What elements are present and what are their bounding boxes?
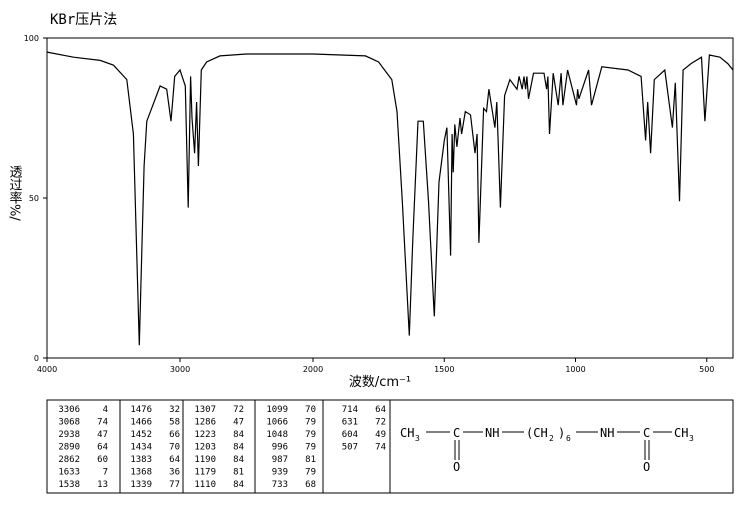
y-tick-label: 50 bbox=[29, 194, 39, 203]
peak-transmittance: 70 bbox=[305, 405, 316, 415]
peak-wavenumber: 1538 bbox=[58, 480, 80, 490]
peak-wavenumber: 1307 bbox=[194, 405, 216, 415]
peak-transmittance: 32 bbox=[169, 405, 180, 415]
table-dividers bbox=[119, 400, 391, 493]
x-tick-label: 2000 bbox=[303, 365, 323, 374]
peak-wavenumber: 733 bbox=[272, 480, 288, 490]
peak-wavenumber: 1223 bbox=[194, 430, 216, 440]
formula-text: CH bbox=[674, 426, 688, 440]
peak-wavenumber: 1383 bbox=[130, 455, 152, 465]
peak-wavenumber: 1633 bbox=[58, 468, 80, 478]
plot-frame bbox=[46, 37, 734, 359]
peak-wavenumber: 1452 bbox=[130, 430, 152, 440]
x-tick-label: 4000 bbox=[37, 365, 57, 374]
peak-wavenumber: 1203 bbox=[194, 443, 216, 453]
peak-wavenumber: 1339 bbox=[130, 480, 152, 490]
peak-transmittance: 79 bbox=[305, 468, 316, 478]
peak-wavenumber: 1434 bbox=[130, 443, 152, 453]
peak-transmittance: 7 bbox=[103, 468, 108, 478]
peak-wavenumber: 631 bbox=[342, 418, 358, 428]
peak-wavenumber: 1190 bbox=[194, 455, 216, 465]
chart-title: KBr压片法 bbox=[50, 12, 117, 28]
formula-text: 3 bbox=[415, 434, 420, 443]
peak-wavenumber: 939 bbox=[272, 468, 288, 478]
peak-wavenumber: 1099 bbox=[266, 405, 288, 415]
peak-wavenumber: 1066 bbox=[266, 418, 288, 428]
bonds bbox=[426, 431, 672, 460]
y-axis-label: 透过率%/ bbox=[7, 165, 23, 221]
x-tick-label: 3000 bbox=[170, 365, 190, 374]
peak-transmittance: 81 bbox=[305, 455, 316, 465]
peak-wavenumber: 507 bbox=[342, 443, 358, 453]
peak-wavenumber: 1110 bbox=[194, 480, 216, 490]
peak-wavenumber: 1368 bbox=[130, 468, 152, 478]
peak-transmittance: 36 bbox=[169, 468, 180, 478]
y-tick-label: 0 bbox=[34, 354, 39, 363]
peak-transmittance: 84 bbox=[233, 455, 244, 465]
formula-text: C bbox=[643, 426, 650, 440]
peak-transmittance: 68 bbox=[305, 480, 316, 490]
formula-text: O bbox=[643, 460, 650, 474]
peak-transmittance: 81 bbox=[233, 468, 244, 478]
peak-transmittance: 72 bbox=[233, 405, 244, 415]
peak-transmittance: 79 bbox=[305, 418, 316, 428]
peak-transmittance: 84 bbox=[233, 443, 244, 453]
y-tick-label: 100 bbox=[24, 34, 39, 43]
peak-transmittance: 79 bbox=[305, 430, 316, 440]
peak-transmittance: 64 bbox=[375, 405, 386, 415]
peak-transmittance: 64 bbox=[169, 455, 180, 465]
peak-wavenumber: 1179 bbox=[194, 468, 216, 478]
x-axis-label: 波数/cm⁻¹ bbox=[349, 375, 411, 390]
peak-transmittance: 66 bbox=[169, 430, 180, 440]
peak-transmittance: 47 bbox=[97, 430, 108, 440]
formula-text: 3 bbox=[689, 434, 694, 443]
spectrum-line bbox=[46, 51, 734, 346]
formula-text: 2 bbox=[549, 434, 554, 443]
formula-text: ) bbox=[558, 426, 565, 440]
formula-text: NH bbox=[485, 426, 499, 440]
peak-wavenumber: 3068 bbox=[58, 418, 80, 428]
peak-transmittance: 77 bbox=[169, 480, 180, 490]
peak-transmittance: 72 bbox=[375, 418, 386, 428]
formula-text: C bbox=[453, 426, 460, 440]
structure: CH 3 C O NH (CH 2 ) 6 NH C O CH 3 bbox=[400, 426, 694, 474]
peak-transmittance: 58 bbox=[169, 418, 180, 428]
peak-transmittance: 49 bbox=[375, 430, 386, 440]
peak-wavenumber: 2890 bbox=[58, 443, 80, 453]
peak-wavenumber: 987 bbox=[272, 455, 288, 465]
x-tick-label: 1500 bbox=[434, 365, 454, 374]
peak-transmittance: 47 bbox=[233, 418, 244, 428]
formula-text: CH bbox=[400, 426, 414, 440]
peak-wavenumber: 714 bbox=[342, 405, 358, 415]
peak-transmittance: 70 bbox=[169, 443, 180, 453]
x-tick-label: 500 bbox=[699, 365, 714, 374]
peak-wavenumber: 604 bbox=[342, 430, 358, 440]
peak-wavenumber: 1048 bbox=[266, 430, 288, 440]
formula-text: (CH bbox=[526, 426, 548, 440]
peak-transmittance: 60 bbox=[97, 455, 108, 465]
peak-transmittance: 84 bbox=[233, 430, 244, 440]
peak-wavenumber: 1476 bbox=[130, 405, 152, 415]
peak-wavenumber: 2938 bbox=[58, 430, 80, 440]
peak-wavenumber: 2862 bbox=[58, 455, 80, 465]
peak-transmittance: 13 bbox=[97, 480, 108, 490]
x-tick-label: 1000 bbox=[565, 365, 585, 374]
peak-transmittance: 4 bbox=[103, 405, 108, 415]
formula-text: NH bbox=[600, 426, 614, 440]
peak-wavenumber: 1286 bbox=[194, 418, 216, 428]
peak-wavenumber: 3306 bbox=[58, 405, 80, 415]
peak-transmittance: 74 bbox=[97, 418, 108, 428]
peak-transmittance: 79 bbox=[305, 443, 316, 453]
formula-text: 6 bbox=[566, 434, 571, 443]
peak-transmittance: 84 bbox=[233, 480, 244, 490]
peak-wavenumber: 1466 bbox=[130, 418, 152, 428]
peak-transmittance: 64 bbox=[97, 443, 108, 453]
formula-text: O bbox=[453, 460, 460, 474]
peak-wavenumber: 996 bbox=[272, 443, 288, 453]
peak-transmittance: 74 bbox=[375, 443, 386, 453]
